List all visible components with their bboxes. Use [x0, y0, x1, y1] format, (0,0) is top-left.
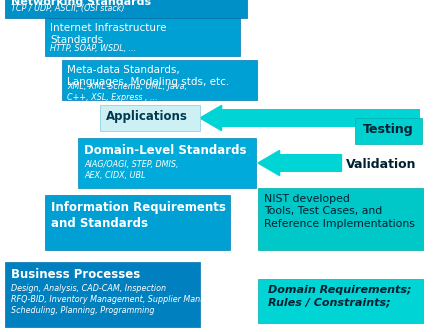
FancyBboxPatch shape [355, 118, 422, 144]
Text: TCP / UDP, ASCII, (OSI stack): TCP / UDP, ASCII, (OSI stack) [11, 4, 125, 13]
FancyBboxPatch shape [258, 188, 423, 250]
FancyBboxPatch shape [45, 18, 240, 56]
Text: Validation: Validation [346, 158, 417, 171]
FancyBboxPatch shape [45, 195, 230, 250]
Polygon shape [258, 150, 280, 176]
FancyBboxPatch shape [258, 279, 423, 323]
Text: NIST developed
Tools, Test Cases, and
Reference Implementations: NIST developed Tools, Test Cases, and Re… [264, 194, 415, 229]
Bar [222, 109, 420, 127]
FancyBboxPatch shape [342, 153, 422, 179]
FancyBboxPatch shape [5, 262, 200, 327]
FancyBboxPatch shape [62, 60, 257, 100]
Text: Information Requirements
and Standards: Information Requirements and Standards [51, 201, 226, 230]
Text: Internet Infrastructure
Standards: Internet Infrastructure Standards [50, 23, 167, 45]
Text: AIAG/OAGI, STEP, DMIS,
AEX, CIDX, UBL: AIAG/OAGI, STEP, DMIS, AEX, CIDX, UBL [84, 160, 178, 180]
Text: Testing: Testing [363, 123, 414, 136]
Polygon shape [200, 105, 222, 130]
Text: Applications: Applications [106, 110, 188, 123]
Text: Domain-Level Standards: Domain-Level Standards [84, 144, 246, 157]
Bar [280, 154, 420, 172]
Text: Design, Analysis, CAD-CAM, Inspection
RFQ-BID, Inventory Management, Supplier Ma: Design, Analysis, CAD-CAM, Inspection RF… [11, 284, 236, 315]
FancyBboxPatch shape [5, 0, 247, 18]
Text: Fundamental Communication and
Networking Standards: Fundamental Communication and Networking… [11, 0, 220, 7]
Text: Domain Requirements;
Rules / Constraints;: Domain Requirements; Rules / Constraints… [268, 285, 411, 307]
FancyBboxPatch shape [100, 105, 200, 131]
Text: XML, XML Schema, UML, Java,
C++, XSL, Express , ...: XML, XML Schema, UML, Java, C++, XSL, Ex… [67, 82, 187, 102]
FancyBboxPatch shape [78, 138, 256, 188]
Text: HTTP, SOAP, WSDL, ...: HTTP, SOAP, WSDL, ... [50, 44, 136, 53]
Text: Meta-data Standards,
Languages, Modeling stds, etc.: Meta-data Standards, Languages, Modeling… [67, 65, 229, 87]
Text: Business Processes: Business Processes [11, 268, 140, 281]
